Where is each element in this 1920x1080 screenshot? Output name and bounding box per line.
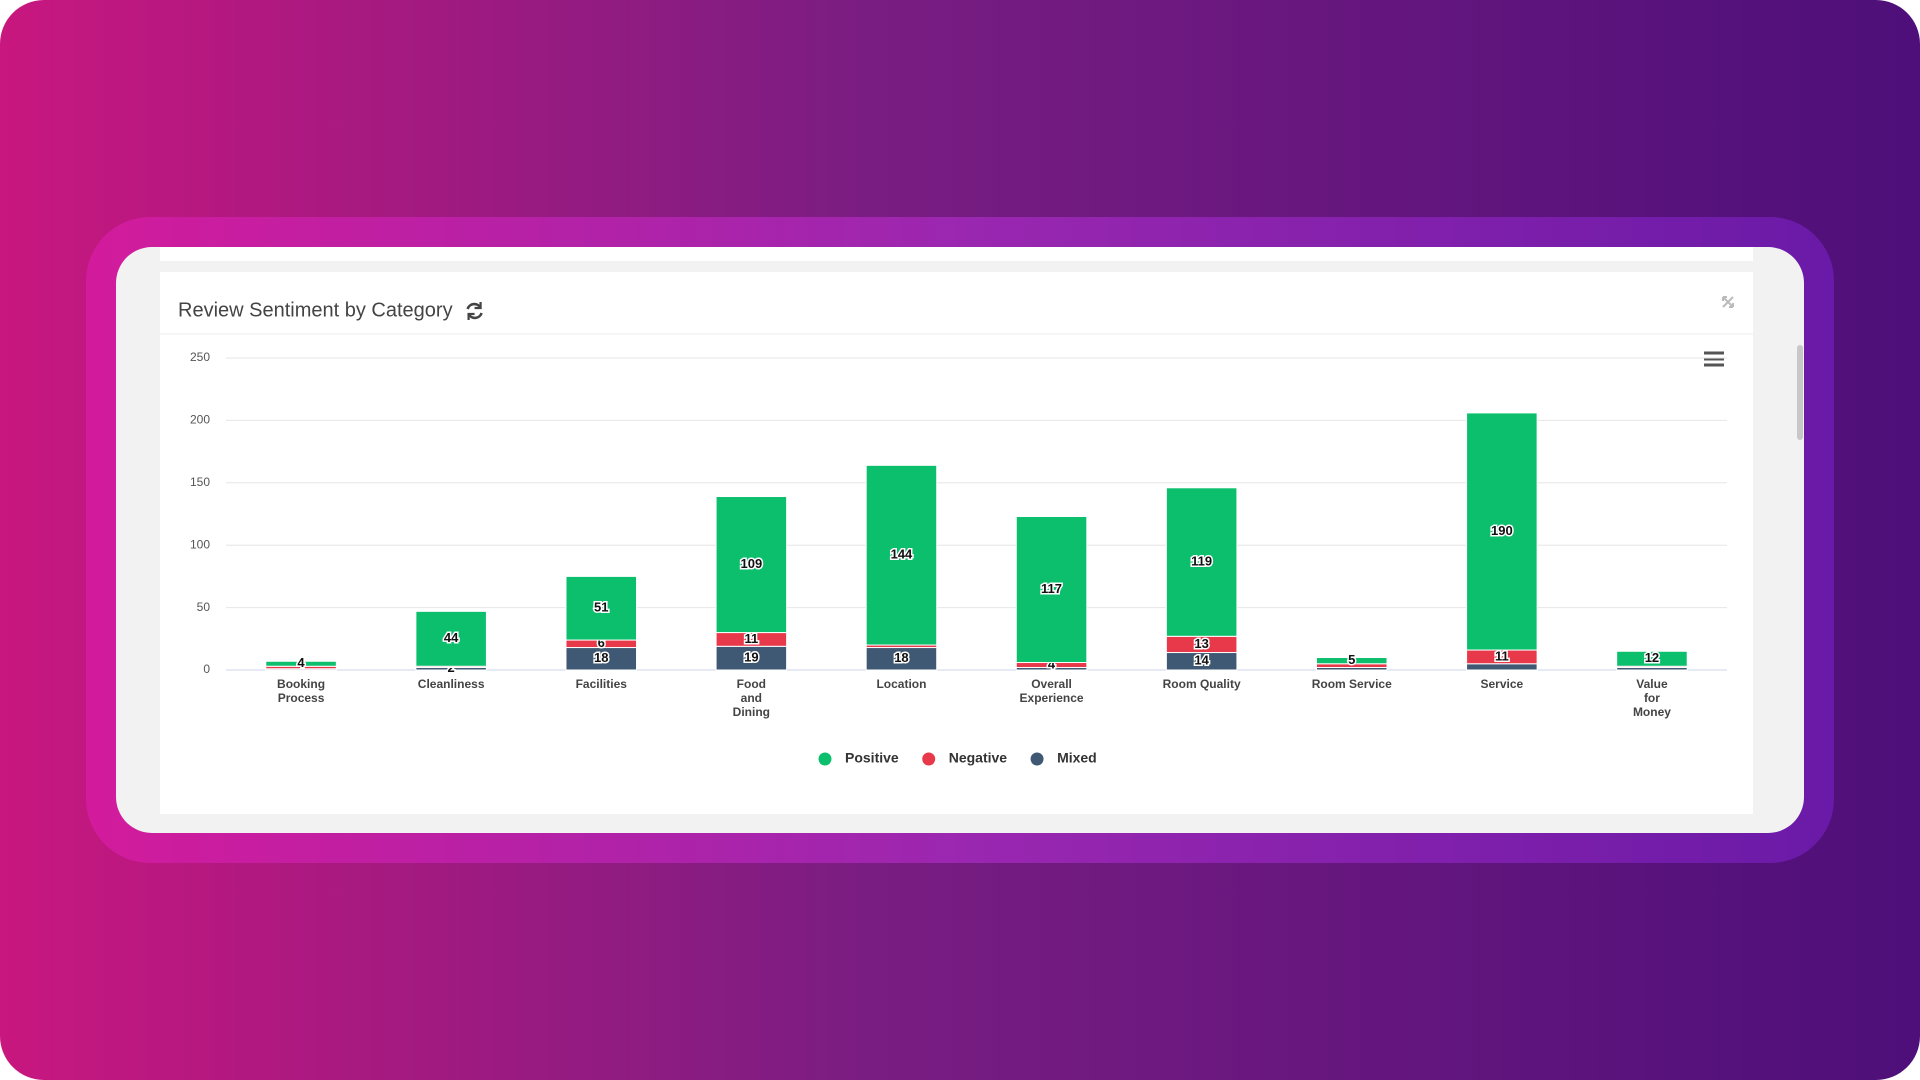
x-tick-label: Location — [876, 677, 926, 691]
y-tick-label: 100 — [190, 537, 210, 551]
data-label: 51 — [594, 600, 608, 615]
refresh-icon[interactable] — [466, 302, 483, 320]
bar-segment — [1165, 487, 1238, 637]
y-tick-label: 250 — [190, 350, 210, 364]
data-label: 44 — [444, 630, 459, 645]
bar-segment — [1315, 657, 1388, 665]
menu-icon[interactable] — [1704, 351, 1724, 367]
data-label: 5 — [1348, 652, 1355, 667]
data-label: 12 — [1645, 650, 1659, 665]
x-tick-label: Booking Process — [277, 677, 325, 705]
x-tick-label: Value for Money — [1633, 677, 1671, 719]
x-tick-label: Room Service — [1312, 677, 1392, 691]
bar-segment — [865, 464, 938, 646]
legend-label[interactable]: Negative — [949, 750, 1008, 766]
bar-segment — [1466, 663, 1538, 671]
data-label: 144 — [891, 547, 913, 562]
bar-segment — [1015, 515, 1088, 664]
y-tick-label: 200 — [190, 413, 210, 427]
chart-title: Review Sentiment by Category — [178, 299, 453, 321]
legend-marker — [818, 752, 832, 766]
bar-segment — [1616, 650, 1688, 667]
data-label: 6 — [598, 635, 605, 650]
data-label: 117 — [1041, 581, 1062, 596]
x-tick-label: Overall Experience — [1020, 677, 1084, 705]
data-label: 13 — [1194, 636, 1208, 651]
data-label: 190 — [1491, 523, 1513, 538]
y-tick-label: 150 — [190, 475, 210, 489]
bar-segment — [1466, 412, 1538, 651]
legend-marker — [922, 752, 936, 766]
y-tick-label: 50 — [197, 600, 211, 614]
data-label: 11 — [744, 631, 758, 646]
bar-segment — [265, 660, 337, 667]
data-label: 14 — [1194, 653, 1209, 668]
legend-label[interactable]: Positive — [845, 750, 899, 766]
x-tick-label: Cleanliness — [418, 677, 485, 691]
legend-label[interactable]: Mixed — [1057, 750, 1097, 766]
expand-icon[interactable] — [1722, 296, 1734, 308]
data-label: 18 — [894, 650, 908, 665]
x-tick-label: Room Quality — [1163, 677, 1241, 691]
x-tick-label: Food and Dining — [733, 677, 770, 719]
x-tick-label: Facilities — [576, 677, 628, 691]
data-label: 18 — [594, 650, 608, 665]
bar-segment — [715, 496, 788, 634]
x-tick-label: Service — [1480, 677, 1523, 691]
data-label: 119 — [1191, 553, 1212, 568]
scrollbar — [1797, 345, 1803, 440]
data-label: 4 — [297, 655, 305, 670]
data-label: 19 — [744, 650, 758, 665]
legend-marker — [1030, 752, 1044, 766]
data-label: 109 — [740, 556, 762, 571]
plot: 0501001502002504BookingProcess244Cleanli… — [190, 350, 1727, 766]
data-label: 11 — [1495, 648, 1509, 663]
data-label: 4 — [1048, 656, 1056, 671]
bar-segment — [415, 610, 487, 667]
bar-segment — [565, 575, 638, 641]
y-tick-label: 0 — [203, 662, 210, 676]
panel-top — [160, 247, 1753, 261]
